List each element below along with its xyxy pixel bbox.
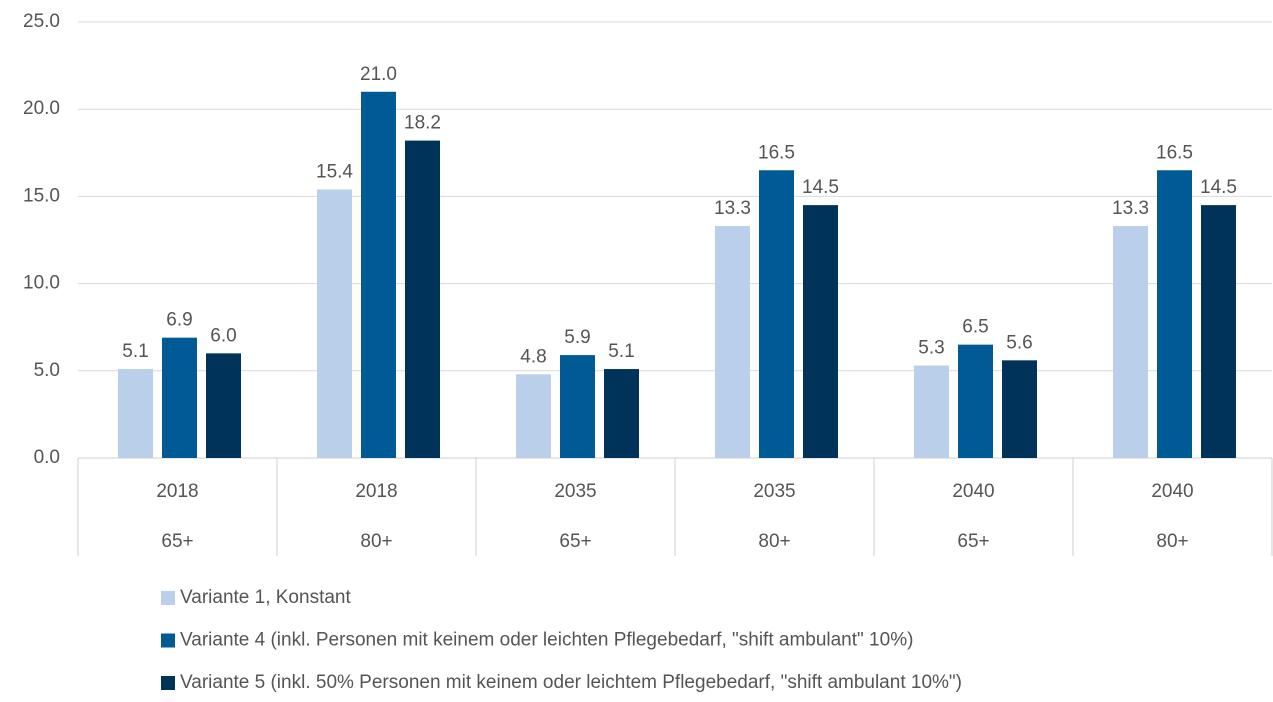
bar xyxy=(759,170,794,459)
bar xyxy=(715,226,750,458)
x-subcategory-label: 65+ xyxy=(957,531,989,552)
bar xyxy=(206,353,241,458)
x-subcategory-label: 80+ xyxy=(360,531,392,552)
data-label: 13.3 xyxy=(1112,198,1149,219)
bar xyxy=(405,140,440,459)
y-tick-label: 25.0 xyxy=(23,11,60,32)
legend-label: Variante 5 (inkl. 50% Personen mit keine… xyxy=(180,672,962,693)
legend-label: Variante 1, Konstant xyxy=(180,587,351,608)
x-tick-label: 2035 xyxy=(554,481,596,502)
legend-swatch xyxy=(161,676,175,690)
x-tick-label: 2040 xyxy=(952,481,994,502)
y-tick-label: 15.0 xyxy=(23,185,60,206)
bar xyxy=(162,337,197,458)
y-tick-label: 10.0 xyxy=(23,273,60,294)
bar xyxy=(1113,226,1148,458)
data-label: 14.5 xyxy=(1200,177,1237,198)
legend-swatch xyxy=(161,591,175,605)
x-tick-label: 2035 xyxy=(753,481,795,502)
data-label: 16.5 xyxy=(758,142,795,163)
data-label: 5.1 xyxy=(122,341,148,362)
bar xyxy=(516,374,551,458)
data-label: 6.0 xyxy=(210,325,236,346)
data-label: 21.0 xyxy=(360,64,397,85)
x-subcategory-label: 65+ xyxy=(161,531,193,552)
x-subcategory-label: 65+ xyxy=(559,531,591,552)
data-label: 4.8 xyxy=(520,346,546,367)
bar xyxy=(914,365,949,458)
bar xyxy=(1201,205,1236,458)
data-label: 5.3 xyxy=(918,338,944,359)
data-label: 14.5 xyxy=(802,177,839,198)
legend-swatch xyxy=(161,633,175,648)
legend-label: Variante 4 (inkl. Personen mit keinem od… xyxy=(180,630,913,651)
x-tick-label: 2040 xyxy=(1151,481,1193,502)
data-label: 18.2 xyxy=(404,113,441,134)
x-subcategory-label: 80+ xyxy=(1156,531,1188,552)
y-tick-label: 20.0 xyxy=(23,98,60,119)
bar xyxy=(604,369,639,458)
data-label: 16.5 xyxy=(1156,142,1193,163)
data-label: 13.3 xyxy=(714,198,751,219)
data-label: 5.9 xyxy=(564,327,590,348)
y-tick-label: 0.0 xyxy=(34,447,60,468)
bar xyxy=(803,205,838,458)
bar xyxy=(560,355,595,458)
bar xyxy=(1157,170,1192,459)
bar xyxy=(1002,360,1037,458)
bar xyxy=(958,344,993,458)
y-tick-label: 5.0 xyxy=(34,360,60,381)
data-label: 5.6 xyxy=(1006,332,1032,353)
data-label: 15.4 xyxy=(316,161,353,182)
bar xyxy=(317,189,352,458)
bar xyxy=(118,369,153,458)
x-tick-label: 2018 xyxy=(355,481,397,502)
data-label: 5.1 xyxy=(608,341,634,362)
bar xyxy=(361,91,396,458)
x-tick-label: 2018 xyxy=(156,481,198,502)
data-label: 6.9 xyxy=(166,310,192,331)
data-label: 6.5 xyxy=(962,317,988,338)
x-subcategory-label: 80+ xyxy=(758,531,790,552)
